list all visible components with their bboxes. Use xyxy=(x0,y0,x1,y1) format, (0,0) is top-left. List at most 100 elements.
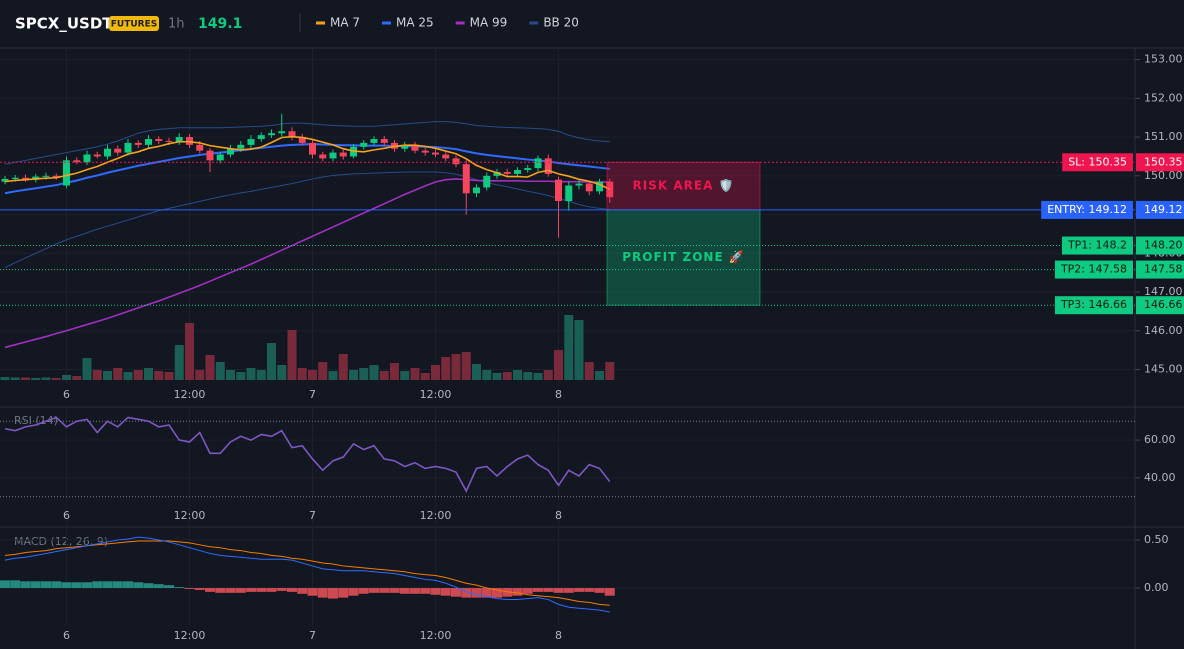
x-tick-label: 6 xyxy=(63,629,70,642)
volume-bar xyxy=(287,330,297,380)
candle-body xyxy=(524,168,532,171)
label-box xyxy=(1041,200,1133,219)
volume-bar xyxy=(492,373,502,380)
y-tick-label: 147.00 xyxy=(1144,285,1183,298)
volume-bar xyxy=(584,362,594,380)
y-tick-label: 40.00 xyxy=(1144,471,1176,484)
volume-bar xyxy=(82,358,92,380)
level-label: TP1: 148.2 xyxy=(1061,236,1133,255)
volume-bar xyxy=(359,368,369,380)
histogram-bar xyxy=(440,588,451,596)
histogram-bar xyxy=(184,588,195,589)
histogram-bar xyxy=(123,581,133,589)
histogram-bar xyxy=(369,588,379,593)
histogram-bar xyxy=(604,588,615,596)
volume-bar xyxy=(482,370,492,380)
histogram-bar xyxy=(317,588,328,598)
signal-line xyxy=(4,540,610,606)
level-text: ENTRY: 149.12 xyxy=(1047,203,1127,216)
histogram-bar xyxy=(205,588,215,592)
histogram-bar xyxy=(420,588,431,594)
volume-bar xyxy=(92,370,102,380)
level-label: SL: 150.35 xyxy=(1062,153,1133,172)
volume-bar xyxy=(185,323,194,380)
x-tick-label: 8 xyxy=(555,509,562,522)
volume-bar xyxy=(133,370,143,380)
x-tick-label: 12:00 xyxy=(420,629,452,642)
volume-bar xyxy=(328,371,338,380)
volume-bar xyxy=(62,375,71,380)
ma-line xyxy=(4,135,611,191)
volume-bar xyxy=(441,357,451,380)
histogram-bar xyxy=(522,588,533,594)
candle-body xyxy=(196,144,204,151)
level-text: TP3: 146.66 xyxy=(1060,298,1127,311)
volume-bar xyxy=(390,363,399,380)
x-tick-label: 7 xyxy=(309,388,316,401)
candle-body xyxy=(329,152,337,159)
volume-bar xyxy=(502,372,512,380)
x-tick-label: 12:00 xyxy=(174,629,206,642)
volume-bar xyxy=(595,371,604,380)
histogram-bar xyxy=(379,588,390,593)
bollinger-band xyxy=(4,171,610,269)
histogram-bar xyxy=(153,584,164,589)
volume-bar xyxy=(513,370,522,380)
x-tick-label: 8 xyxy=(555,388,562,401)
histogram-bar xyxy=(276,588,287,591)
volume-bar xyxy=(379,371,389,380)
histogram-bar xyxy=(61,582,72,589)
zone xyxy=(606,161,761,211)
volume-bar xyxy=(400,371,410,380)
histogram-bar xyxy=(594,588,605,593)
histogram-bar xyxy=(481,588,492,598)
indicator-title: RSI (14) xyxy=(14,414,58,427)
candle-body xyxy=(432,152,439,155)
histogram-bar xyxy=(71,582,82,589)
histogram-bar xyxy=(307,588,318,596)
volume-bar xyxy=(369,365,379,380)
candle-body xyxy=(298,137,306,143)
label-box xyxy=(1054,296,1133,315)
volume-bar xyxy=(246,368,256,380)
candle-body xyxy=(401,144,409,149)
x-tick-label: 6 xyxy=(63,388,70,401)
x-tick-label: 7 xyxy=(309,629,316,642)
volume-bar xyxy=(420,373,430,380)
volume-bar xyxy=(431,365,440,380)
histogram-bar xyxy=(215,588,226,593)
symbol: SPCX_USDT xyxy=(15,15,113,33)
price-box xyxy=(1136,296,1184,315)
level-label: TP3: 146.66 xyxy=(1054,296,1133,315)
candle-body xyxy=(442,154,450,159)
histogram-bar xyxy=(358,588,369,594)
candle-body xyxy=(73,160,81,163)
histogram-bar xyxy=(246,588,256,592)
histogram-bar xyxy=(297,588,308,594)
candle-body xyxy=(104,148,111,157)
candle-body xyxy=(124,142,132,153)
histogram-bar xyxy=(256,588,267,592)
candle-body xyxy=(42,175,50,177)
y-tick-label: 150.00 xyxy=(1144,169,1183,182)
volume-bar xyxy=(41,377,51,380)
volume-bar xyxy=(236,372,246,380)
candle-body xyxy=(268,133,275,136)
x-tick-label: 7 xyxy=(309,509,316,522)
volume-bar xyxy=(574,320,584,380)
y-tick-label: 0.00 xyxy=(1144,581,1169,594)
volume-bar xyxy=(103,371,112,380)
histogram-bar xyxy=(164,585,174,589)
candle-body xyxy=(83,154,91,163)
x-tick-label: 8 xyxy=(555,629,562,642)
legend-label: MA 7 xyxy=(330,16,360,30)
legend-label: BB 20 xyxy=(543,16,579,30)
y-tick-label: 153.00 xyxy=(1144,53,1183,66)
histogram-bar xyxy=(30,581,41,589)
level-text: SL: 150.35 xyxy=(1068,155,1127,168)
candle-body xyxy=(63,160,70,186)
histogram-bar xyxy=(10,580,21,589)
candle-body xyxy=(544,158,552,174)
